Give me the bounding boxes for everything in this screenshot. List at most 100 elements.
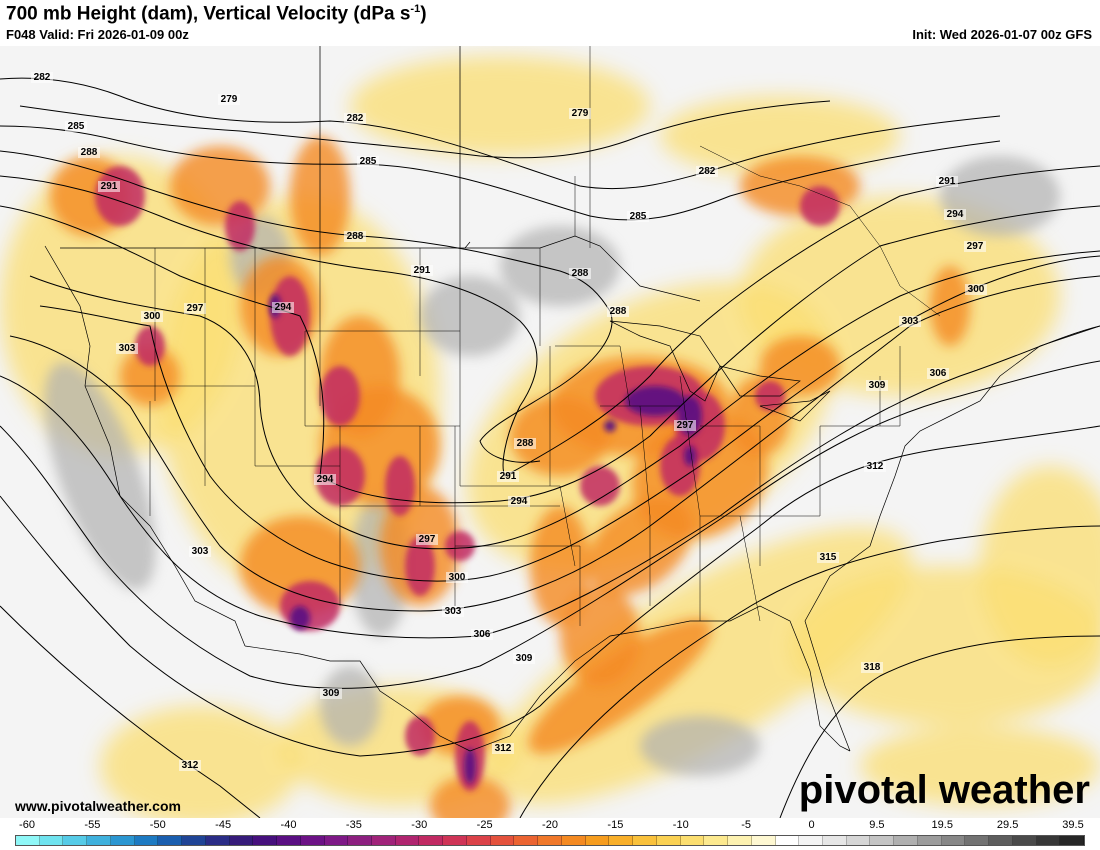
velocity-blob [660,436,700,496]
colorbar-swatch [229,836,254,845]
velocity-blob [980,466,1100,666]
contour-288 [0,150,613,463]
colorbar-swatch [490,836,515,845]
contour-label-bg [864,461,886,472]
contour-label: 288 [572,268,589,279]
contour-label-bg [674,420,696,431]
contour-label: 294 [947,209,964,220]
contour-label-bg [411,265,433,276]
contour-label: 291 [939,176,956,187]
colorbar-tick-label: -50 [149,819,166,831]
contour-label-bg [98,181,120,192]
contour-label: 306 [474,629,491,640]
velocity-blob [430,776,510,818]
header: 700 mb Height (dam), Vertical Velocity (… [0,0,1100,46]
colorbar-swatch [775,836,800,845]
us-canada-border [60,235,701,302]
velocity-blob [500,226,620,306]
colorbar-swatch [704,836,729,845]
contour-label: 285 [68,121,85,132]
contour-label: 279 [572,108,589,119]
velocity-blob [135,326,165,366]
valid-time: F048 Valid: Fri 2026-01-09 00z [6,27,189,42]
colorbar-swatch [894,836,918,845]
colorbar-swatch [561,836,586,845]
colorbar-tick-label: 19.5 [931,819,953,831]
contour-label: 291 [500,471,517,482]
contour-label-bg [927,368,949,379]
contour-label: 294 [275,302,292,313]
contour-label: 297 [967,241,984,252]
contour-label-bg [569,108,591,119]
contour-label: 288 [517,438,534,449]
contour-label-bg [65,121,87,132]
mexico-border [244,645,471,752]
state-lines [85,46,901,626]
contour-label-bg [607,306,629,317]
velocity-blob [580,466,620,506]
contour-label: 288 [347,231,364,242]
colorbar-swatch [87,836,111,845]
contour-label: 306 [930,368,947,379]
colorbar-tick-label: -35 [345,819,362,831]
contour-label: 279 [221,94,238,105]
contour-label: 300 [968,284,985,295]
contour-label-bg [817,552,839,563]
contour-label-bg [357,156,379,167]
velocity-blob [640,716,760,776]
colorbar-swatch [585,836,610,845]
contour-285 [0,125,1001,221]
velocity-blob [800,186,840,226]
contour-label-bg [344,231,366,242]
map-canvas: 282 279 285 282 288 291 285 279 282 285 288 291 288 2… [0,46,1100,818]
colorbar-swatch [348,836,373,845]
contour-label-bg [944,209,966,220]
colorbar-swatch [443,836,467,845]
velocity-blob [385,456,415,516]
contour-294 [0,205,1100,504]
colorbar-swatch [538,836,562,845]
colorbar-swatch [1036,836,1061,845]
contour-label-bg [569,268,591,279]
contour-label: 300 [144,311,161,322]
colorbar-swatch [514,836,539,845]
contour-label: 303 [192,546,209,557]
contour-label-bg [497,471,519,482]
contour-label: 303 [119,343,136,354]
colorbar-swatch [16,836,40,845]
colorbar-tick-label: 0 [808,819,815,831]
contour-label: 294 [511,496,528,507]
website-url[interactable]: www.pivotalweather.com [15,798,181,814]
contour-label-bg [442,606,464,617]
colorbar-swatch [917,836,942,845]
contour-label-bg [508,496,530,507]
velocity-blob [860,726,1100,806]
velocity-blob [530,506,590,626]
contour-label: 285 [630,211,647,222]
colorbar-swatch [182,836,206,845]
colorbar-swatch [39,836,64,845]
contour-label-bg [314,474,336,485]
velocity-blob [940,156,1060,236]
velocity-blob [464,748,476,784]
contour-label: 288 [81,147,98,158]
contour-label: 309 [323,688,340,699]
contour-label-bg [179,760,201,771]
colorbar-strip [15,835,1085,846]
contour-label-bg [492,743,514,754]
init-time: Init: Wed 2026-01-07 00z GFS [912,27,1092,42]
contour-label-bg [861,662,883,673]
colorbar-swatch [609,836,634,845]
colorbar-swatch [941,836,966,845]
contour-label: 312 [182,760,199,771]
colorbar-swatch [110,836,135,845]
colorbar-swatch [419,836,444,845]
velocity-blob [320,666,380,746]
velocity-blob [120,346,180,406]
contour-312 [0,425,1100,757]
contour-label-bg [320,688,342,699]
colorbar-tick-label: -40 [280,819,297,831]
contour-label: 318 [864,662,881,673]
colorbar-tick-label: -60 [19,819,35,831]
colorbar-tick-label: -25 [476,819,493,831]
